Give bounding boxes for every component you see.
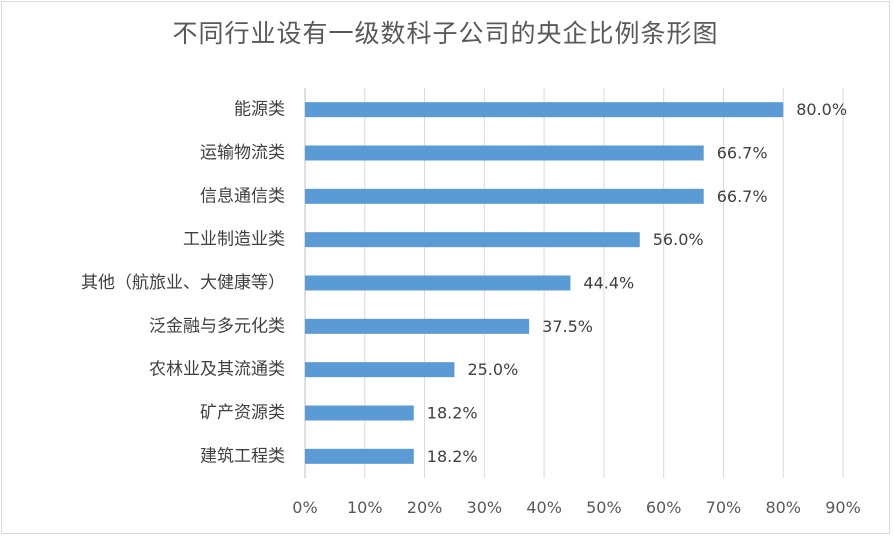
x-tick-label: 80%	[765, 498, 801, 517]
data-label: 56.0%	[653, 230, 704, 249]
bar	[305, 102, 784, 118]
data-label: 18.2%	[427, 447, 478, 466]
x-tick-label: 10%	[347, 498, 383, 517]
category-label: 矿产资源类	[200, 403, 285, 423]
category-label: 泛金融与多元化类	[149, 316, 285, 336]
data-label: 25.0%	[467, 360, 518, 379]
category-label: 建筑工程类	[200, 446, 285, 466]
x-tick-label: 30%	[467, 498, 503, 517]
x-tick-label: 20%	[407, 498, 443, 517]
data-label: 44.4%	[583, 274, 634, 293]
data-label: 37.5%	[542, 317, 593, 336]
x-tick-label: 70%	[706, 498, 742, 517]
x-tick-label: 40%	[526, 498, 562, 517]
category-label: 运输物流类	[200, 143, 285, 163]
bar	[305, 318, 530, 334]
category-label: 信息通信类	[200, 186, 285, 206]
bar	[305, 275, 571, 291]
bar	[305, 405, 414, 421]
category-label: 其他（航旅业、大健康等）	[81, 273, 285, 293]
bar	[305, 448, 414, 464]
category-label: 工业制造业类	[183, 230, 285, 250]
category-label: 农林业及其流通类	[149, 360, 285, 380]
x-tick-label: 90%	[825, 498, 861, 517]
chart-title: 不同行业设有一级数科子公司的央企比例条形图	[172, 19, 719, 48]
data-label: 66.7%	[717, 187, 768, 206]
data-label: 18.2%	[427, 404, 478, 423]
data-label: 80.0%	[796, 100, 847, 119]
x-tick-label: 50%	[586, 498, 622, 517]
bar	[305, 232, 640, 248]
bar	[305, 362, 455, 378]
x-tick-label: 60%	[646, 498, 682, 517]
data-label: 66.7%	[717, 144, 768, 163]
category-label: 能源类	[234, 100, 285, 120]
x-tick-label: 0%	[292, 498, 317, 517]
bar	[305, 145, 704, 161]
bar	[305, 188, 704, 204]
